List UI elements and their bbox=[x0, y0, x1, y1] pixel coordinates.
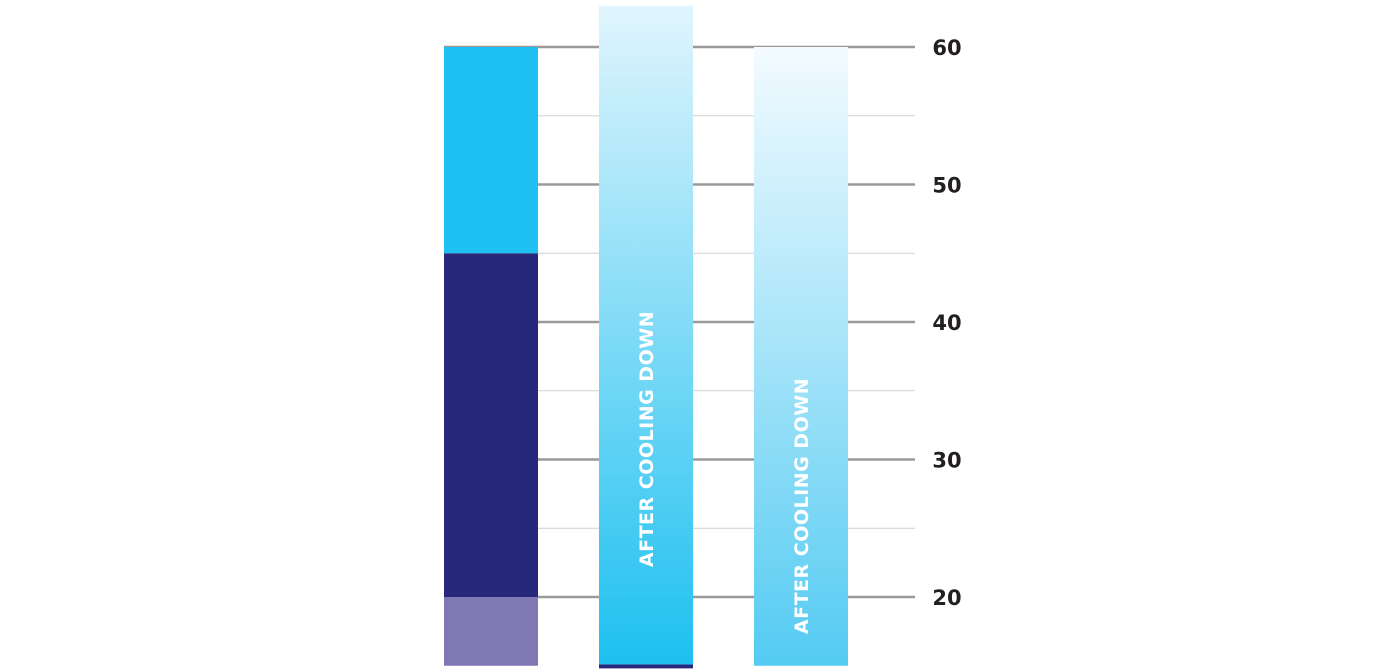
bar-2-segment-1 bbox=[599, 664, 693, 669]
y-tick-label: 30 bbox=[932, 449, 961, 473]
y-tick-label: 60 bbox=[932, 36, 961, 60]
y-axis-ticks: 20 30 40 50 60 bbox=[932, 36, 961, 610]
bar-2-segment-2 bbox=[599, 5, 693, 665]
y-tick-label: 20 bbox=[932, 586, 961, 610]
y-tick-label: 40 bbox=[932, 311, 961, 335]
bar-1-segment-2 bbox=[444, 253, 538, 597]
bar-1-segment-1 bbox=[444, 597, 538, 666]
bar-3-label: AFTER COOLING DOWN bbox=[791, 378, 813, 634]
y-tick-label: 50 bbox=[932, 174, 961, 198]
bar-labels: AFTER COOLING DOWN AFTER COOLING DOWN bbox=[636, 311, 813, 634]
bar-3-segment-1 bbox=[754, 47, 848, 666]
bar-2-label: AFTER COOLING DOWN bbox=[636, 311, 658, 567]
bar-1-segment-3 bbox=[444, 47, 538, 254]
bars bbox=[444, 5, 848, 669]
